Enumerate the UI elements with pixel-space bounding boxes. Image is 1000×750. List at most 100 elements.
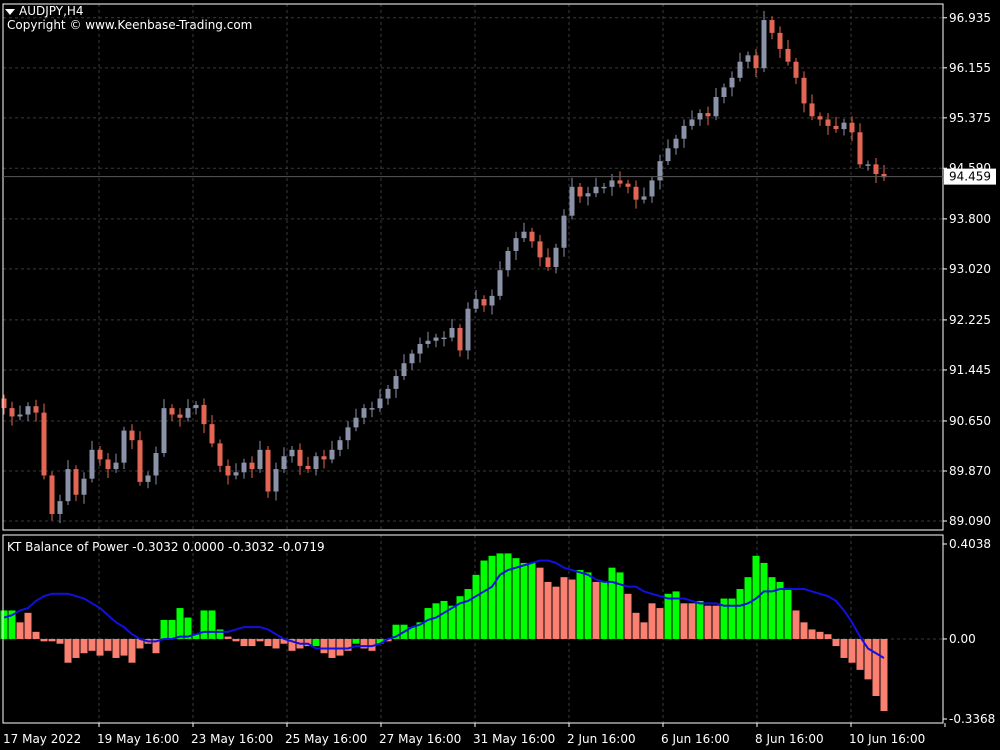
candle-body	[89, 449, 95, 479]
candle-body	[57, 501, 63, 514]
candle-body	[705, 113, 711, 117]
bop-bar	[512, 558, 520, 639]
price-axis: 96.93596.15595.37594.59093.80093.02092.2…	[943, 11, 991, 528]
bop-bar	[168, 619, 176, 639]
price-tick-label: 89.090	[949, 514, 991, 528]
time-tick-label: 25 May 16:00	[285, 732, 367, 746]
bop-bar	[88, 638, 96, 651]
bop-bar	[816, 631, 824, 639]
bop-bar	[576, 570, 584, 639]
candle-body	[289, 449, 295, 457]
bop-bar	[200, 610, 208, 639]
bop-bar	[320, 638, 328, 654]
time-tick-label: 8 Jun 16:00	[755, 732, 824, 746]
bop-bar	[224, 636, 232, 639]
bop-bar	[768, 577, 776, 639]
candle-body	[65, 469, 71, 502]
bop-bar	[16, 622, 24, 639]
time-tick-label: 27 May 16:00	[379, 732, 461, 746]
price-grid	[3, 4, 943, 530]
bop-bar	[552, 586, 560, 639]
bop-bar	[48, 638, 56, 642]
candle-body	[697, 113, 703, 120]
bop-bar	[64, 638, 72, 663]
bop-bar	[800, 622, 808, 639]
time-tick-label: 23 May 16:00	[191, 732, 273, 746]
bop-bar	[112, 638, 120, 658]
candle-body	[529, 231, 535, 242]
candle-body	[81, 478, 87, 495]
bop-bar	[160, 619, 168, 639]
candle-body	[265, 449, 271, 492]
bop-bar	[136, 638, 144, 649]
candle-body	[545, 257, 551, 267]
candle-body	[625, 183, 631, 187]
candle-body	[505, 250, 511, 271]
price-tick-label: 96.935	[949, 11, 991, 25]
bop-bar	[704, 605, 712, 639]
bop-bar	[864, 638, 872, 680]
candle-body	[137, 440, 143, 482]
bop-bar	[568, 579, 576, 639]
candle-body	[729, 77, 735, 88]
candle-body	[449, 327, 455, 338]
bop-bar	[680, 603, 688, 639]
candle-body	[489, 295, 495, 306]
bop-bar	[848, 638, 856, 663]
time-tick-label: 10 Jun 16:00	[849, 732, 925, 746]
bop-bar	[648, 603, 656, 639]
panel-frames	[2, 3, 944, 724]
bop-bar	[0, 610, 8, 639]
candle-body	[857, 132, 863, 165]
bop-bar	[584, 572, 592, 639]
copyright-text: Copyright © www.Keenbase-Trading.com	[7, 18, 253, 32]
candle-body	[609, 180, 615, 187]
candle-body	[817, 116, 823, 120]
indicator-caption: KT Balance of Power -0.3032 0.0000 -0.30…	[7, 540, 325, 554]
candle-body	[105, 459, 111, 470]
candle-body	[177, 414, 183, 418]
bop-bar	[776, 581, 784, 639]
bop-bar	[120, 638, 128, 656]
candle-body	[841, 122, 847, 130]
candle-body	[465, 308, 471, 351]
bop-bar	[544, 581, 552, 639]
candle-body	[769, 20, 775, 33]
time-tick-label: 6 Jun 16:00	[661, 732, 730, 746]
current-price-label: 94.459	[3, 168, 996, 185]
candle-body	[249, 462, 255, 470]
candle-body	[129, 430, 135, 441]
candle-body	[673, 138, 679, 149]
candle-body	[73, 469, 79, 495]
bop-bar	[832, 638, 840, 647]
bop-bar	[344, 638, 352, 651]
candle-body	[657, 161, 663, 181]
candle-body	[521, 231, 527, 239]
bop-bar	[520, 562, 528, 639]
collapse-triangle-icon[interactable]	[5, 8, 15, 15]
candle-body	[257, 449, 263, 470]
candle-body	[441, 337, 447, 340]
time-tick-label: 2 Jun 16:00	[567, 732, 636, 746]
bop-bar	[528, 562, 536, 639]
bop-bar	[368, 638, 376, 651]
candle-body	[17, 414, 23, 417]
bop-bar	[464, 589, 472, 639]
time-tick-label: 31 May 16:00	[473, 732, 555, 746]
bop-bar	[304, 638, 312, 647]
bop-bar	[32, 631, 40, 639]
time-tick-label: 17 May 2022	[3, 732, 81, 746]
bop-bar	[672, 591, 680, 639]
time-axis: 17 May 2022 19 May 16:00 23 May 16:00 25 Ma…	[3, 723, 946, 746]
candle-body	[153, 453, 159, 476]
candle-body	[201, 404, 207, 425]
candle-body	[121, 430, 127, 463]
candle-body	[681, 125, 687, 139]
candle-body	[329, 449, 335, 460]
candle-body	[377, 398, 383, 409]
symbol-title[interactable]: AUDJPY,H4	[5, 4, 84, 18]
candle-body	[241, 462, 247, 473]
bop-bar	[808, 629, 816, 639]
bop-bar	[376, 638, 384, 644]
